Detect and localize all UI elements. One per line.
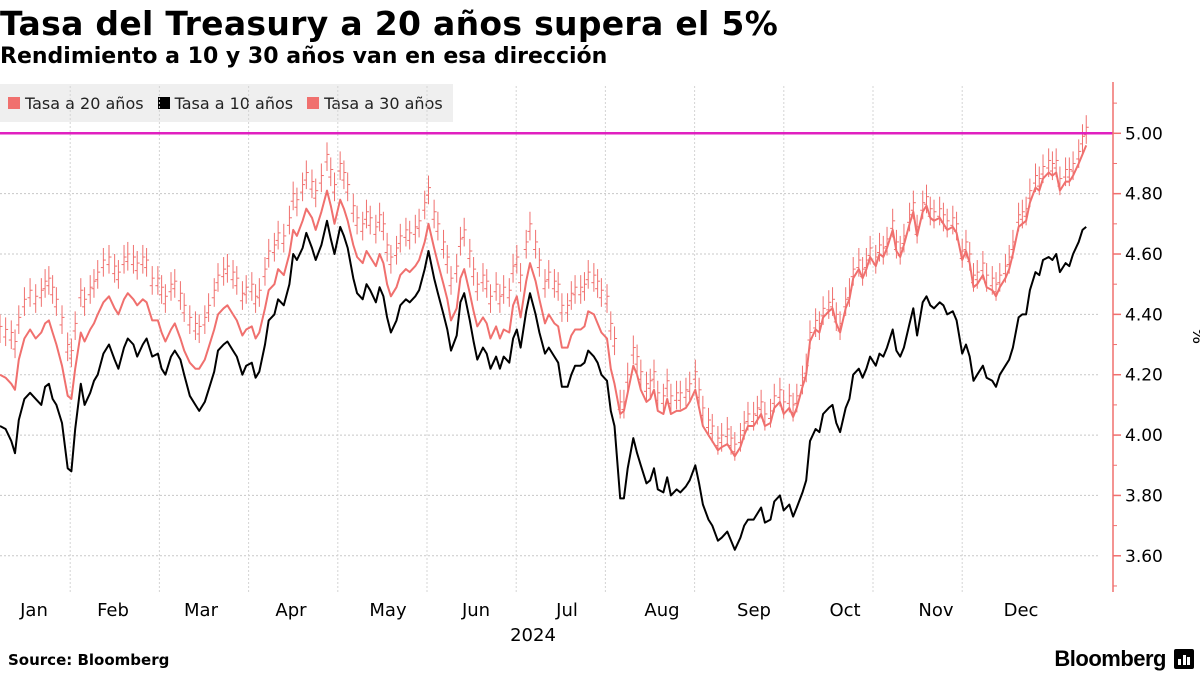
- source-note: Source: Bloomberg: [8, 651, 170, 669]
- x-tick-label-nov: Nov: [918, 600, 953, 621]
- legend-item-30y[interactable]: Tasa a 30 años: [307, 94, 443, 113]
- y-tick-label-4.40: 4.40: [1125, 305, 1163, 325]
- x-year-label: 2024: [510, 625, 556, 646]
- legend-swatch-10y: [157, 97, 170, 109]
- y-tick-label-5.00: 5.00: [1125, 124, 1163, 144]
- x-tick-label-may: May: [369, 600, 407, 621]
- y-tick-label-4.80: 4.80: [1125, 185, 1163, 205]
- legend-swatch-20y: [8, 97, 20, 109]
- x-tick-label-sep: Sep: [737, 600, 771, 621]
- y-axis: 3.60 3.80 4.00 4.20 4.40 4.60 4.80 5.00%: [1112, 82, 1200, 592]
- grid-lines: [0, 132, 1098, 557]
- x-tick-label-oct: Oct: [829, 600, 860, 621]
- y-tick-label-4.60: 4.60: [1125, 245, 1163, 265]
- legend-label-10y: Tasa a 10 años: [174, 93, 294, 113]
- x-tick-label-apr: Apr: [275, 600, 307, 621]
- legend-item-20y[interactable]: Tasa a 20 años: [8, 94, 144, 113]
- legend-item-10y[interactable]: Tasa a 10 años: [157, 93, 294, 113]
- series-layer: [0, 115, 1089, 551]
- series-30y: [0, 145, 1088, 458]
- x-axis: Jan Feb Mar Apr May Jun Jul Aug Sep Oct Nov Dec 2024: [19, 600, 1038, 646]
- y-tick-label-3.80: 3.80: [1125, 486, 1163, 506]
- x-tick-label-mar: Mar: [184, 600, 219, 621]
- y-tick-label-4.20: 4.20: [1125, 366, 1163, 386]
- legend: Tasa a 20 años Tasa a 10 años Tasa a 30 …: [0, 84, 453, 122]
- y-axis-unit: %: [1188, 328, 1200, 344]
- series-10y: [0, 219, 1087, 551]
- series-20y: [0, 115, 1089, 461]
- brand-mark-icon: [1174, 649, 1194, 669]
- legend-label-30y: Tasa a 30 años: [324, 93, 443, 113]
- legend-label-20y: Tasa a 20 años: [25, 93, 144, 113]
- legend-swatch-30y: [307, 97, 320, 109]
- x-tick-label-aug: Aug: [644, 600, 679, 621]
- brand-logo: Bloomberg: [1054, 646, 1166, 671]
- month-separators: [69, 86, 963, 592]
- x-tick-label-jan: Jan: [19, 600, 48, 621]
- y-tick-label-4.00: 4.00: [1125, 426, 1163, 446]
- x-tick-label-jun: Jun: [461, 600, 490, 621]
- x-tick-label-jul: Jul: [555, 600, 578, 621]
- x-tick-label-feb: Feb: [97, 600, 129, 621]
- chart-subtitle: Rendimiento a 10 y 30 años van en esa di…: [0, 44, 608, 69]
- chart-title: Tasa del Treasury a 20 años supera el 5%: [0, 4, 779, 43]
- y-tick-label-3.60: 3.60: [1125, 547, 1163, 567]
- x-tick-label-dec: Dec: [1004, 600, 1039, 621]
